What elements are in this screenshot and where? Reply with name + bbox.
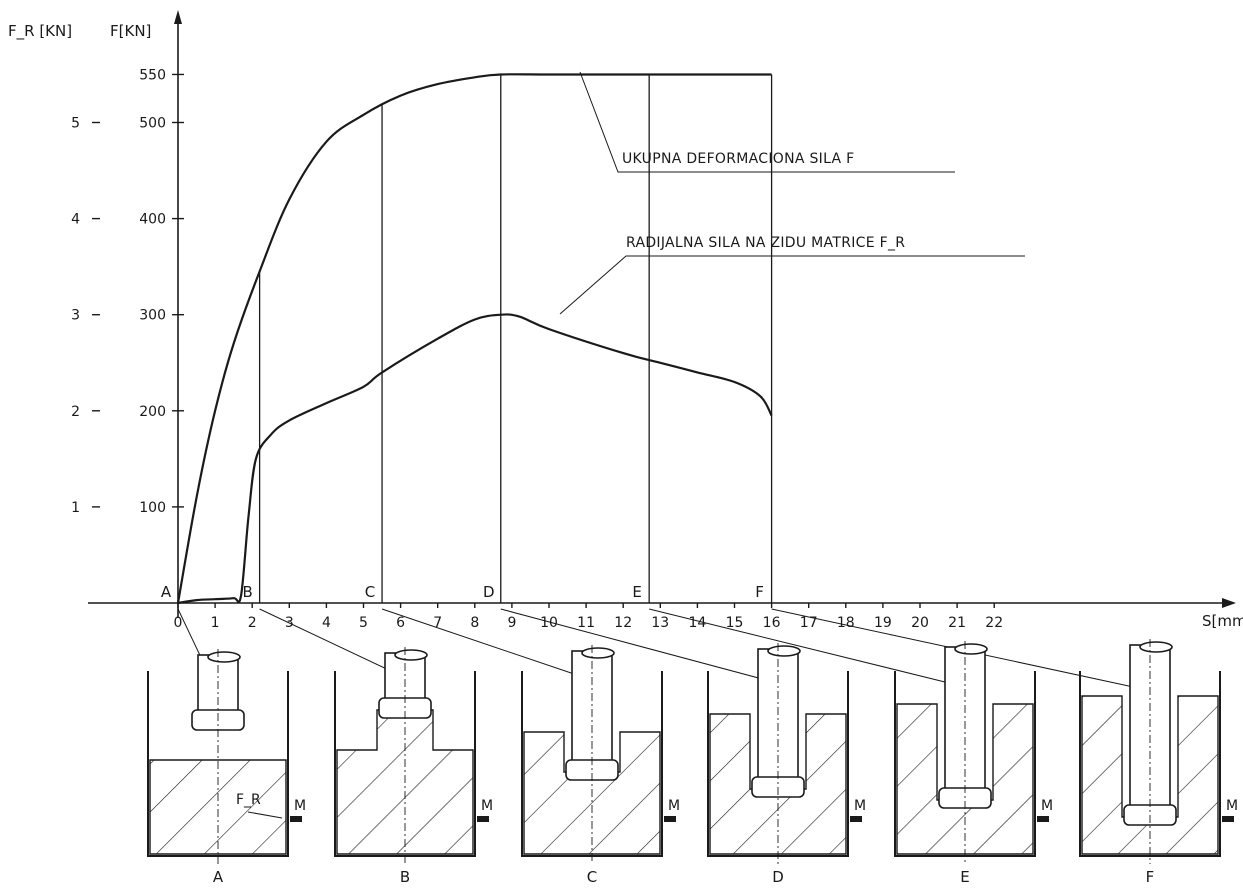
series-line-total-force bbox=[176, 73, 772, 604]
x-tick-label: 2 bbox=[248, 615, 257, 631]
punch-top bbox=[207, 651, 241, 663]
measure-point-marker bbox=[477, 816, 489, 822]
y-left-tick-label: 1 bbox=[71, 500, 80, 516]
phase-label-f: F bbox=[755, 583, 764, 601]
leader-total-force bbox=[579, 71, 955, 173]
x-tick-label: 16 bbox=[763, 615, 781, 631]
leader-radial-force bbox=[559, 255, 1025, 315]
y-right-tick-label: 400 bbox=[139, 212, 166, 228]
x-tick-label: 20 bbox=[911, 615, 929, 631]
leader-to-schematic-c bbox=[381, 608, 581, 677]
x-tick-label: 15 bbox=[726, 615, 744, 631]
schematic-stage-a: M F_R A bbox=[147, 649, 306, 886]
y-right-tick-label: 300 bbox=[139, 308, 166, 324]
x-tick-label: 19 bbox=[874, 615, 892, 631]
leader-to-schematic-e bbox=[649, 608, 954, 685]
phase-label-d: D bbox=[483, 583, 495, 601]
schematic-stage-b: MB bbox=[334, 647, 493, 886]
y-left-tick-label: 3 bbox=[71, 308, 80, 324]
y-right-tick-label: 100 bbox=[139, 500, 166, 516]
punch-top bbox=[394, 649, 428, 661]
x-axis-arrow bbox=[1222, 598, 1236, 608]
x-tick-label: 7 bbox=[433, 615, 442, 631]
y-left-tick-label: 2 bbox=[71, 404, 80, 420]
y-axis-label-right: F[KN] bbox=[110, 22, 151, 40]
workpiece-material bbox=[896, 703, 1034, 855]
y-axis-arrow bbox=[174, 10, 182, 24]
punch-top bbox=[1139, 641, 1173, 653]
punch-top bbox=[581, 647, 615, 659]
x-tick-label: 18 bbox=[837, 615, 855, 631]
measure-point-label: M bbox=[854, 798, 866, 814]
stage-label: D bbox=[772, 868, 784, 886]
series-line-radial-force bbox=[177, 313, 773, 605]
x-tick-label: 21 bbox=[948, 615, 966, 631]
x-tick-label: 14 bbox=[688, 615, 706, 631]
phase-label-c: C bbox=[365, 583, 375, 601]
measure-point-marker bbox=[290, 816, 302, 822]
y-left-tick-label: 4 bbox=[71, 212, 80, 228]
x-tick-label: 13 bbox=[651, 615, 669, 631]
measure-point-marker bbox=[850, 816, 862, 822]
stage-label: F bbox=[1146, 868, 1155, 886]
x-tick-label: 0 bbox=[174, 615, 183, 631]
y-right-tick-label: 500 bbox=[139, 116, 166, 132]
x-tick-label: 22 bbox=[985, 615, 1003, 631]
measure-point-marker bbox=[664, 816, 676, 822]
workpiece-material bbox=[149, 759, 287, 855]
y-right-tick-label: 550 bbox=[139, 67, 166, 83]
measure-point-label: M bbox=[1226, 798, 1238, 814]
x-tick-label: 4 bbox=[322, 615, 331, 631]
x-tick-label: 6 bbox=[396, 615, 405, 631]
leader-to-schematic-d bbox=[500, 608, 767, 681]
x-tick-label: 5 bbox=[359, 615, 368, 631]
phase-label-b: B bbox=[242, 583, 252, 601]
y-left-tick-label: 5 bbox=[71, 116, 80, 132]
x-tick-label: 10 bbox=[540, 615, 558, 631]
die-container-wall bbox=[1079, 671, 1221, 857]
stage-label: C bbox=[587, 868, 597, 886]
x-tick-label: 11 bbox=[577, 615, 595, 631]
stage-label: B bbox=[400, 868, 410, 886]
x-tick-label: 17 bbox=[800, 615, 818, 631]
schematic-stage-f: MF bbox=[1079, 639, 1238, 886]
punch-top bbox=[767, 645, 801, 657]
measure-point-label: M bbox=[668, 798, 680, 814]
phase-label-a: A bbox=[161, 583, 172, 601]
phase-label-e: E bbox=[632, 583, 641, 601]
die-container-wall bbox=[147, 671, 289, 857]
x-tick-label: 12 bbox=[614, 615, 632, 631]
schematic-stage-c: MC bbox=[521, 645, 680, 886]
measure-point-label: M bbox=[1041, 798, 1053, 814]
x-tick-label: 8 bbox=[470, 615, 479, 631]
measure-point-marker bbox=[1222, 816, 1234, 822]
y-axis-label-left: F_R [KN] bbox=[8, 22, 72, 41]
radial-force-label: F_R bbox=[236, 792, 261, 808]
annotation-total-force: UKUPNA DEFORMACIONA SILA F bbox=[622, 151, 855, 167]
workpiece-material bbox=[1081, 695, 1219, 855]
y-right-tick-label: 200 bbox=[139, 404, 166, 420]
measure-point-label: M bbox=[294, 798, 306, 814]
annotation-radial-force: RADIJALNA SILA NA ZIDU MATRICE F_R bbox=[626, 235, 905, 251]
leader-to-schematic-b bbox=[259, 608, 394, 673]
x-axis-label: S[mm] bbox=[1202, 612, 1243, 630]
measure-point-marker bbox=[1037, 816, 1049, 822]
measure-point-label: M bbox=[481, 798, 493, 814]
stage-label: A bbox=[213, 868, 224, 886]
x-tick-label: 9 bbox=[507, 615, 516, 631]
radial-force-arrow bbox=[247, 811, 283, 819]
punch-top bbox=[954, 643, 988, 655]
schematic-stage-e: ME bbox=[894, 641, 1053, 886]
workpiece-material bbox=[709, 713, 847, 855]
schematic-stage-d: MD bbox=[707, 643, 866, 886]
chart-marks: 0 1 2 3 4 5 6 7 8 9 10 11 12 13 14 15 16 17 18 19 20 21 221234… bbox=[71, 67, 1139, 689]
stage-label: E bbox=[960, 868, 969, 886]
x-tick-label: 1 bbox=[211, 615, 220, 631]
